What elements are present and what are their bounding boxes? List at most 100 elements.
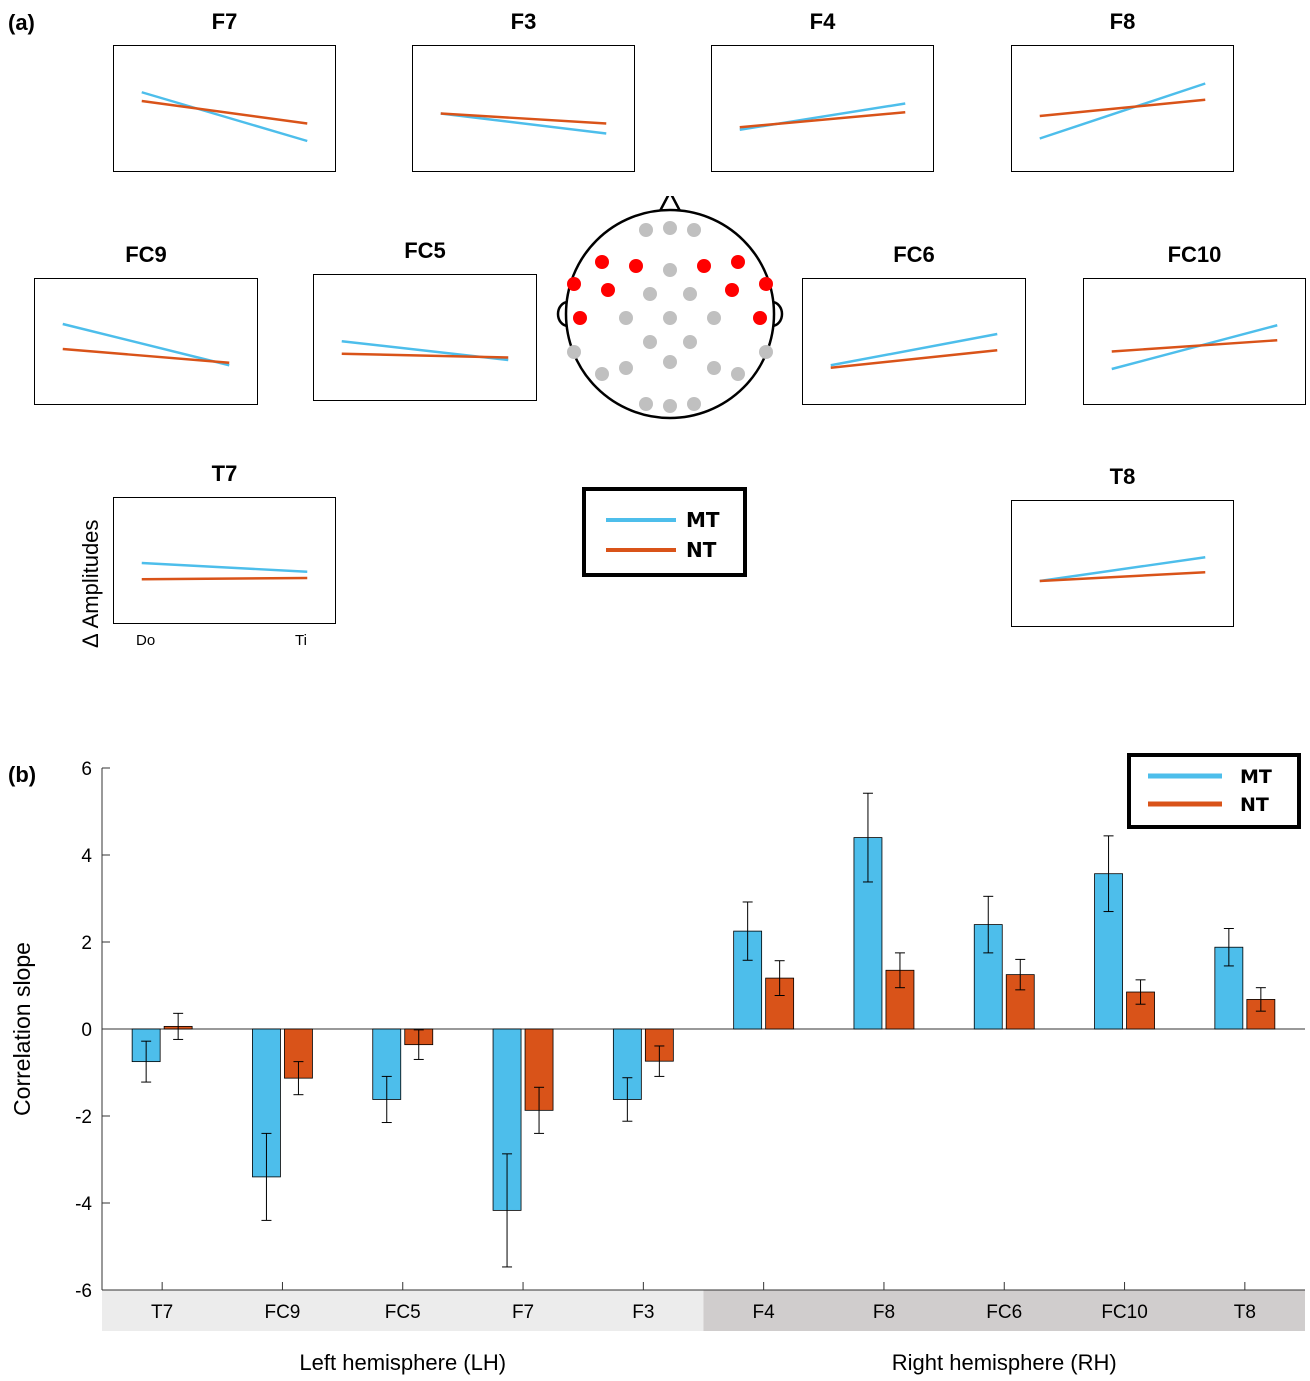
electrode-dot	[619, 311, 633, 325]
electrode-dot	[663, 355, 677, 369]
electrode-dot	[643, 335, 657, 349]
electrode-dot	[683, 335, 697, 349]
nt-trend-line	[440, 112, 607, 125]
electrode-dot	[639, 223, 653, 237]
mt-trend-line	[1039, 82, 1206, 140]
x-tick-label-fc9: FC9	[264, 1302, 300, 1323]
mini-plot-title-f8: F8	[1109, 9, 1136, 34]
panel-a-letter: (a)	[8, 10, 35, 35]
mini-plot-t8	[1011, 500, 1234, 627]
electrode-dot	[639, 397, 653, 411]
selected-electrode-dot	[697, 259, 711, 273]
mt-trend-line	[440, 112, 607, 135]
mini-plot-title-fc9: FC9	[125, 242, 167, 267]
legend-item-nt: NT	[586, 537, 743, 563]
electrode-dot	[663, 399, 677, 413]
x-tick-label-fc10: FC10	[1101, 1302, 1147, 1323]
y-axis-label: Correlation slope	[9, 942, 35, 1116]
electrode-dot	[619, 361, 633, 375]
mini-plot-fc5	[313, 274, 537, 401]
y-tick-label: -4	[75, 1194, 92, 1215]
selected-electrode-dot	[601, 283, 615, 297]
electrode-dot	[707, 311, 721, 325]
y-tick-label: 0	[81, 1020, 92, 1041]
selected-electrode-dot	[731, 255, 745, 269]
legend-label-nt: NT	[686, 538, 717, 562]
nt-trend-line	[739, 111, 906, 129]
nt-trend-line	[1039, 571, 1206, 583]
chart-legend-box	[1127, 753, 1301, 829]
mini-plot-canvas	[141, 561, 308, 581]
bar-nt-f3	[644, 1028, 674, 1062]
mini-plot-title-t7: T7	[211, 461, 238, 486]
selected-electrode-dot	[753, 311, 767, 325]
panel-a-y-axis-label: Δ Amplitudes	[78, 519, 103, 648]
panel-b-letter: (b)	[8, 762, 37, 787]
selected-electrode-dot	[567, 277, 581, 291]
mini-plot-fc9	[34, 278, 258, 405]
nt-trend-line	[62, 347, 230, 364]
x-tick-label-t7: T7	[151, 1302, 173, 1323]
nt-trend-line	[341, 352, 509, 359]
chart-legend: MT NT	[1127, 753, 1301, 829]
electrode-dot	[567, 345, 581, 359]
mini-plot-t7	[113, 497, 336, 624]
legend-label-mt: MT	[1240, 766, 1272, 788]
mini-plot-f4	[711, 45, 934, 172]
electrode-dot	[643, 287, 657, 301]
bar-nt-t8	[1246, 999, 1276, 1030]
mini-plot-canvas	[1111, 324, 1278, 371]
mini-plot-title-f3: F3	[510, 9, 537, 34]
selected-electrode-dot	[595, 255, 609, 269]
electrode-dot	[663, 221, 677, 235]
x-tick-label-fc6: FC6	[986, 1302, 1022, 1323]
mini-plot-canvas	[1039, 82, 1206, 140]
y-tick-label: 4	[81, 846, 92, 867]
mini-plot-fc10	[1083, 278, 1306, 405]
electrode-dot	[687, 397, 701, 411]
nt-trend-line	[141, 99, 308, 125]
y-tick-label: 6	[81, 759, 92, 780]
x-tick-label-f7: F7	[512, 1302, 534, 1323]
x-tick-label-f4: F4	[753, 1302, 776, 1323]
mini-plot-fc6	[802, 278, 1026, 405]
y-tick-label: 2	[81, 933, 92, 954]
mt-trend-line	[1111, 324, 1278, 371]
mini-plot-canvas	[341, 340, 509, 362]
electrode-dot	[707, 361, 721, 375]
selected-electrode-dot	[573, 311, 587, 325]
x-tick-label-f8: F8	[873, 1302, 895, 1323]
nt-trend-line	[1039, 98, 1206, 118]
legend-swatch-mt	[606, 518, 676, 522]
x-tick-do: Do	[136, 632, 156, 649]
correlation-slope-bar-chart: Left hemisphere (LH) Right hemisphere (RH…	[9, 753, 1305, 1375]
mini-plot-canvas	[62, 322, 230, 367]
mini-plot-title-t8: T8	[1109, 464, 1136, 489]
mt-trend-line	[1039, 556, 1206, 583]
hemisphere-band-right	[703, 1290, 1305, 1331]
mini-plot-canvas	[141, 91, 308, 143]
y-tick-label: -2	[75, 1107, 92, 1128]
electrode-dot	[683, 287, 697, 301]
electrode-dot	[687, 223, 701, 237]
legend-swatch-nt	[606, 548, 676, 552]
bar-mt-fc6	[973, 924, 1003, 1030]
selected-electrode-dot	[725, 283, 739, 297]
electrode-dot	[663, 263, 677, 277]
eeg-electrode-head-map-icon	[556, 196, 784, 420]
selected-electrode-dot	[629, 259, 643, 273]
mini-plot-f8	[1011, 45, 1234, 172]
x-tick-label-fc5: FC5	[385, 1302, 421, 1323]
mini-plot-canvas	[830, 332, 998, 369]
electrode-dot	[759, 345, 773, 359]
mini-plot-title-fc6: FC6	[893, 242, 935, 267]
hemisphere-label-left: Left hemisphere (LH)	[299, 1350, 506, 1375]
legend-item-mt: MT	[586, 507, 743, 533]
electrode-dot	[663, 311, 677, 325]
legend-label-mt: MT	[686, 508, 720, 532]
mt-trend-line	[830, 332, 998, 367]
nt-trend-line	[141, 576, 308, 581]
mini-plot-f7	[113, 45, 336, 172]
hemisphere-label-right: Right hemisphere (RH)	[892, 1350, 1117, 1375]
nt-trend-line	[1111, 339, 1278, 353]
